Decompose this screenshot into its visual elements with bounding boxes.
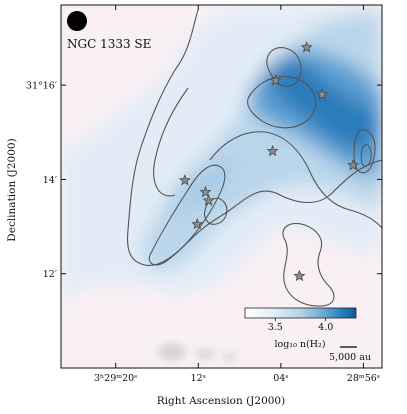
yso-star-marker: [347, 159, 360, 171]
beam-marker: [67, 11, 87, 31]
scale-bar-label: 5,000 au: [329, 352, 371, 363]
contour-west-bend: [153, 87, 189, 197]
contour-east: [353, 129, 376, 174]
colorbar: 3.5 4.0 log₁₀ n(H₂): [244, 307, 357, 350]
yso-star-marker: [202, 194, 215, 206]
colorbar-label: log₁₀ n(H₂): [274, 339, 325, 350]
yso-star-marker: [293, 269, 306, 282]
yso-markers: [178, 41, 360, 282]
y-tick-label: 14′: [43, 175, 57, 186]
yso-star-marker: [300, 41, 313, 53]
x-tick-label: 04ˢ: [273, 373, 288, 384]
contour-east-inner: [360, 144, 372, 167]
contour-ridge: [209, 131, 382, 229]
colorbar-tick-label: 3.5: [268, 322, 283, 333]
contour-filament: [148, 164, 226, 266]
colorbar-gradient: [244, 307, 357, 319]
x-tick-label: 3ʰ29ᵐ20ˢ: [94, 373, 137, 384]
yso-star-marker: [178, 174, 191, 186]
filament-emission: [166, 156, 234, 224]
y-tick-label: 31°16′: [26, 81, 57, 92]
y-axis-label: Declination (J2000): [6, 138, 18, 241]
y-tick-label: 12′: [43, 269, 57, 280]
yso-star-marker: [269, 74, 282, 86]
field-name-label: NGC 1333 SE: [67, 37, 151, 51]
contours: [126, 9, 382, 307]
yso-star-marker: [316, 88, 329, 100]
masked-patch: [222, 352, 238, 362]
core-emission: [269, 60, 379, 151]
plot-frame: [60, 4, 383, 369]
masked-patch: [158, 343, 186, 361]
contour-inner-ridge: [247, 76, 317, 129]
density-map: [61, 5, 382, 368]
masked-patch: [195, 348, 215, 360]
contour-loop-north: [266, 47, 302, 87]
colorbar-tick-label: 4.0: [318, 322, 333, 333]
yso-star-marker: [199, 185, 212, 198]
yso-star-marker: [266, 144, 279, 157]
scale-bar: 5,000 au: [329, 346, 371, 363]
x-axis: 3ʰ29ᵐ20ˢ 12ˢ 04ˢ 28ᵐ56ˢ: [94, 5, 380, 384]
contour-south: [282, 222, 335, 307]
clump-emission: [157, 205, 203, 245]
x-axis-label: Right Ascension (J2000): [157, 395, 285, 407]
x-tick-label: 28ᵐ56ˢ: [347, 373, 380, 384]
x-tick-label: 12ˢ: [191, 373, 206, 384]
y-axis: 31°16′ 14′ 12′: [26, 81, 382, 280]
yso-star-marker: [191, 217, 204, 230]
